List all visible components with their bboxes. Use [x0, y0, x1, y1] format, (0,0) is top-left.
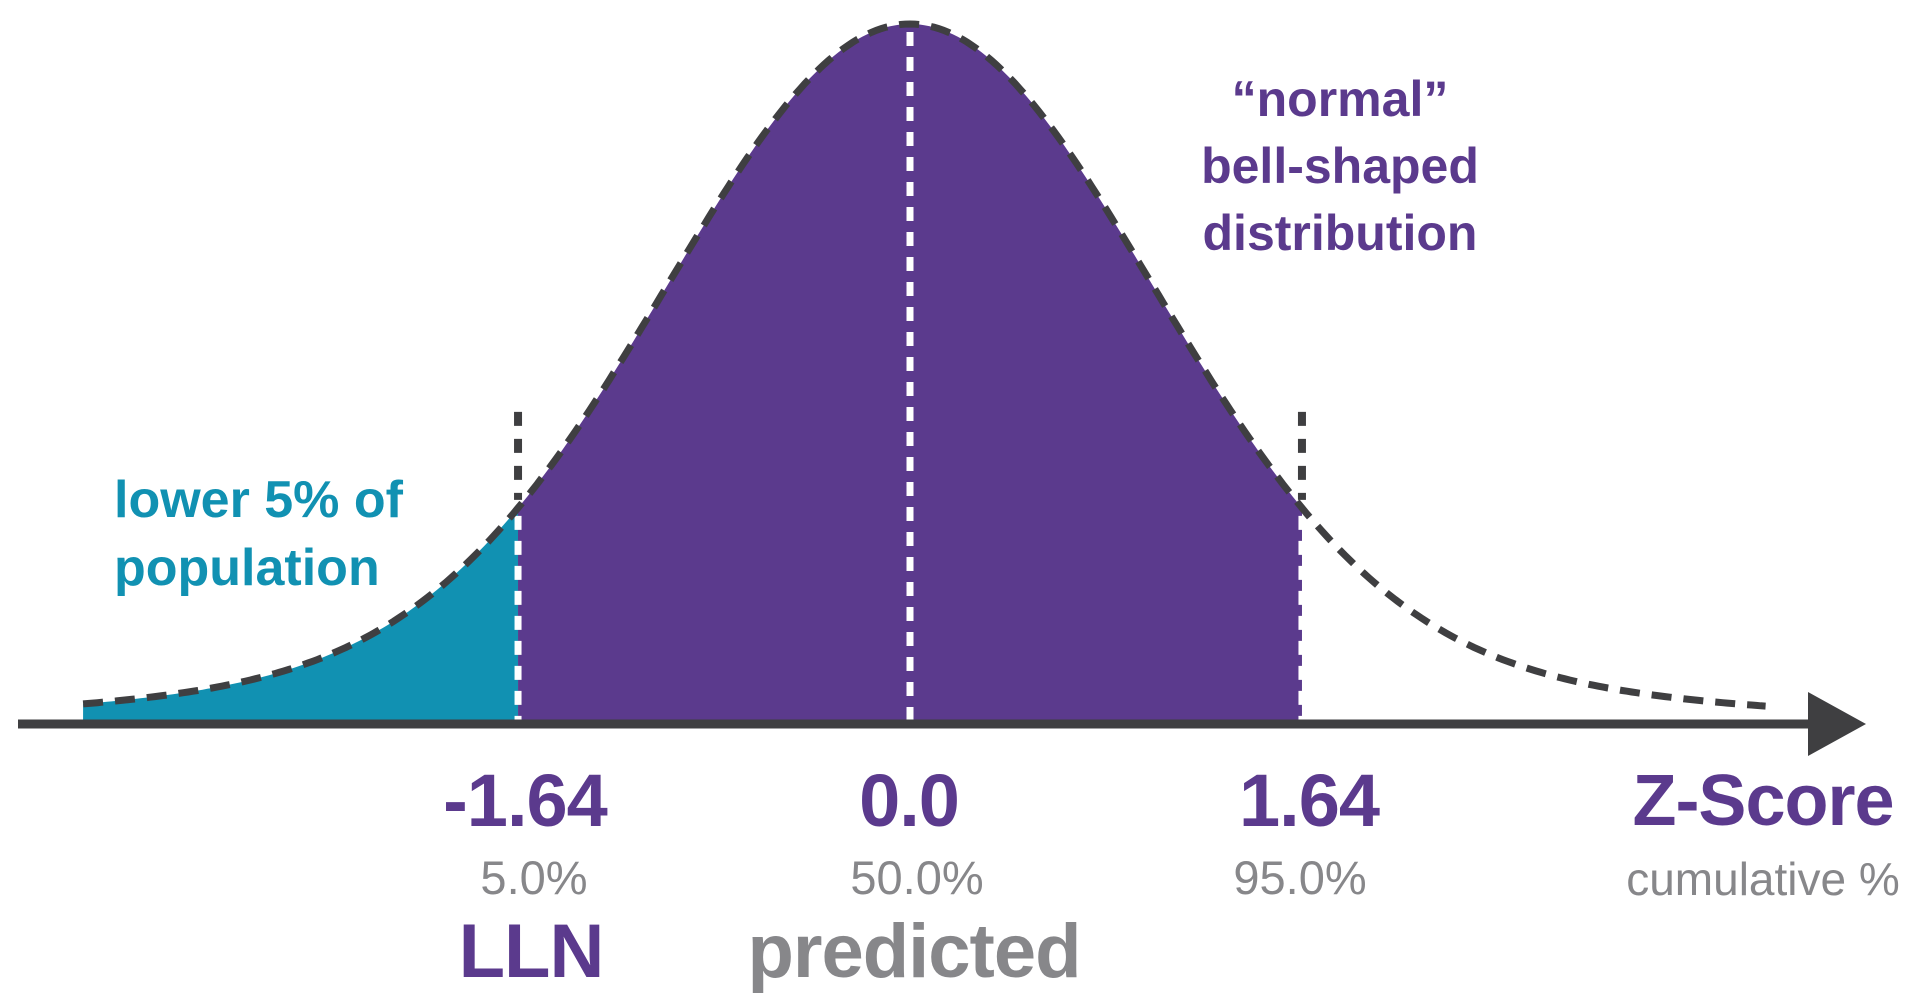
axis-unit-label: cumulative %	[1626, 853, 1900, 905]
caption-predicted: predicted	[747, 909, 1081, 994]
tick-cumulative-mean: 50.0%	[850, 851, 984, 904]
tick-cumulative-lln: 5.0%	[480, 851, 588, 904]
tick-z-mean: 0.0	[859, 759, 960, 842]
lower-tail-area	[83, 507, 519, 724]
axis-title: Z-Score	[1632, 761, 1894, 841]
bell-curve-outline	[82, 20, 1766, 710]
annotation-line-2: population	[114, 539, 380, 597]
lower-tail-annotation: lower 5% of population	[114, 466, 403, 602]
tick-cumulative-uln: 95.0%	[1233, 851, 1367, 904]
annotation-line-1: “normal”	[1231, 71, 1449, 127]
tick-z-lln: -1.64	[443, 759, 608, 842]
annotation-line-3: distribution	[1202, 205, 1478, 261]
central-area	[518, 24, 1302, 724]
x-axis-arrowhead	[1808, 692, 1866, 756]
annotation-line-2: bell-shaped	[1201, 138, 1479, 194]
tick-z-uln: 1.64	[1238, 759, 1380, 842]
normal-distribution-annotation: “normal” bell-shaped distribution	[1201, 66, 1479, 267]
annotation-line-1: lower 5% of	[114, 471, 403, 529]
caption-lln: LLN	[458, 909, 605, 994]
